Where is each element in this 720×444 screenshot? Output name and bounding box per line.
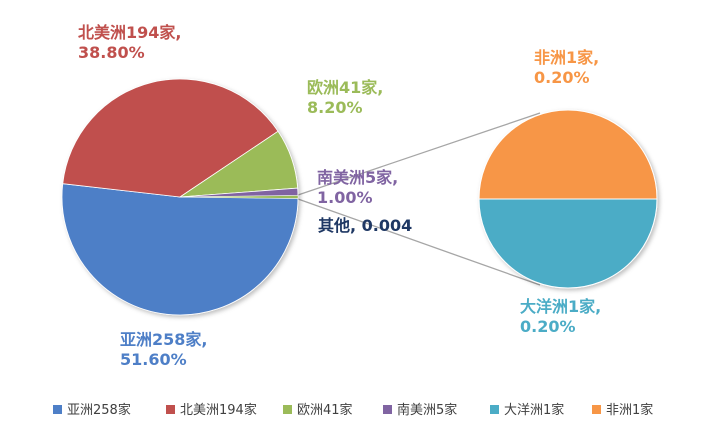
pie-slice-亚洲258家 (61, 183, 299, 316)
legend-label: 大洋洲1家 (504, 402, 564, 418)
legend-swatch (490, 405, 499, 414)
legend-item-北美洲194家: 北美洲194家 (166, 402, 257, 418)
data-label-大洋洲1家: 大洋洲1家, 0.20% (520, 297, 601, 336)
legend-label: 非洲1家 (606, 402, 653, 418)
secondary-slice-大洋洲1家 (478, 198, 658, 289)
legend-swatch (53, 405, 62, 414)
legend-label: 南美洲5家 (397, 402, 457, 418)
data-label-other: 其他, 0.004 (318, 216, 412, 235)
data-label-亚洲258家: 亚洲258家, 51.60% (120, 330, 207, 369)
legend-item-非洲1家: 非洲1家 (592, 402, 653, 418)
legend-item-大洋洲1家: 大洋洲1家 (490, 402, 564, 418)
legend-swatch (283, 405, 292, 414)
legend-label: 欧洲41家 (297, 402, 353, 418)
connector-line-top (297, 112, 541, 196)
pie-slice-北美洲194家 (62, 78, 279, 198)
connector-lines (297, 112, 541, 286)
legend-item-亚洲258家: 亚洲258家 (53, 402, 131, 418)
data-label-南美洲5家: 南美洲5家, 1.00% (317, 168, 398, 207)
data-label-欧洲41家: 欧洲41家, 8.20% (307, 78, 383, 117)
legend: 亚洲258家 北美洲194家 欧洲41家 南美洲5家 大洋洲1家 非洲1家 (53, 402, 653, 418)
legend-label: 亚洲258家 (67, 402, 131, 418)
legend-swatch (592, 405, 601, 414)
secondary-pie (478, 109, 658, 289)
data-label-北美洲194家: 北美洲194家, 38.80% (78, 23, 181, 62)
pie-slice-other (179, 195, 299, 199)
legend-swatch (383, 405, 392, 414)
data-label-非洲1家: 非洲1家, 0.20% (534, 48, 599, 87)
main-pie (61, 78, 299, 316)
data-labels: 亚洲258家, 51.60% 北美洲194家, 38.80% 欧洲41家, 8.20% 南美… (78, 23, 601, 369)
secondary-slice-非洲1家 (478, 109, 658, 200)
legend-swatch (166, 405, 175, 414)
connector-line-bottom (297, 198, 541, 286)
legend-item-欧洲41家: 欧洲41家 (283, 402, 353, 418)
legend-item-南美洲5家: 南美洲5家 (383, 402, 457, 418)
legend-label: 北美洲194家 (180, 402, 257, 418)
